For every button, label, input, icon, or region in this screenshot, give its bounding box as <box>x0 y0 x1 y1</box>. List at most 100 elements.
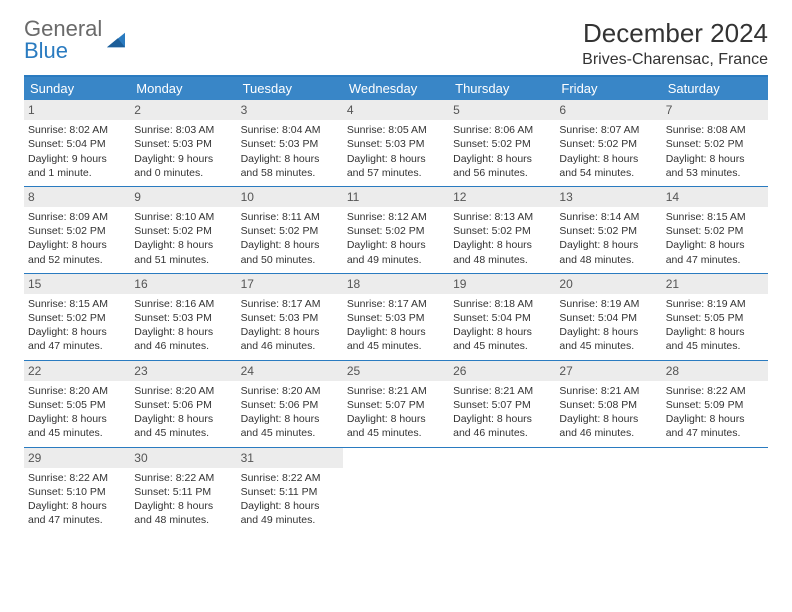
dayname: Thursday <box>449 77 555 100</box>
dayname: Saturday <box>662 77 768 100</box>
sunset-text: Sunset: 5:03 PM <box>347 311 445 325</box>
sunset-text: Sunset: 5:10 PM <box>28 485 126 499</box>
daylight-text: Daylight: 8 hours <box>28 499 126 513</box>
day-number: 1 <box>24 100 130 120</box>
sunrise-text: Sunrise: 8:09 AM <box>28 210 126 224</box>
sunset-text: Sunset: 5:09 PM <box>666 398 764 412</box>
day-number: 13 <box>555 187 661 207</box>
daylight-text: and 47 minutes. <box>28 339 126 353</box>
day-cell <box>343 448 449 534</box>
daylight-text: Daylight: 8 hours <box>134 325 232 339</box>
day-cell: 29Sunrise: 8:22 AMSunset: 5:10 PMDayligh… <box>24 448 130 534</box>
day-cell: 24Sunrise: 8:20 AMSunset: 5:06 PMDayligh… <box>237 361 343 447</box>
sunset-text: Sunset: 5:08 PM <box>559 398 657 412</box>
daylight-text: and 47 minutes. <box>666 253 764 267</box>
day-number: 2 <box>130 100 236 120</box>
day-number: 7 <box>662 100 768 120</box>
day-number: 24 <box>237 361 343 381</box>
day-cell: 8Sunrise: 8:09 AMSunset: 5:02 PMDaylight… <box>24 187 130 273</box>
day-cell: 26Sunrise: 8:21 AMSunset: 5:07 PMDayligh… <box>449 361 555 447</box>
sunrise-text: Sunrise: 8:10 AM <box>134 210 232 224</box>
day-number: 28 <box>662 361 768 381</box>
sunset-text: Sunset: 5:03 PM <box>241 311 339 325</box>
day-cell: 7Sunrise: 8:08 AMSunset: 5:02 PMDaylight… <box>662 100 768 186</box>
day-cell: 15Sunrise: 8:15 AMSunset: 5:02 PMDayligh… <box>24 274 130 360</box>
week-row: 8Sunrise: 8:09 AMSunset: 5:02 PMDaylight… <box>24 187 768 274</box>
day-cell: 22Sunrise: 8:20 AMSunset: 5:05 PMDayligh… <box>24 361 130 447</box>
sunrise-text: Sunrise: 8:20 AM <box>134 384 232 398</box>
daylight-text: and 48 minutes. <box>453 253 551 267</box>
daylight-text: Daylight: 8 hours <box>559 238 657 252</box>
day-cell: 21Sunrise: 8:19 AMSunset: 5:05 PMDayligh… <box>662 274 768 360</box>
sunset-text: Sunset: 5:02 PM <box>453 224 551 238</box>
sunset-text: Sunset: 5:02 PM <box>666 137 764 151</box>
brand-blue: Blue <box>24 38 68 63</box>
sunset-text: Sunset: 5:02 PM <box>559 137 657 151</box>
sunrise-text: Sunrise: 8:07 AM <box>559 123 657 137</box>
sunrise-text: Sunrise: 8:18 AM <box>453 297 551 311</box>
sunrise-text: Sunrise: 8:05 AM <box>347 123 445 137</box>
day-cell: 30Sunrise: 8:22 AMSunset: 5:11 PMDayligh… <box>130 448 236 534</box>
sunrise-text: Sunrise: 8:12 AM <box>347 210 445 224</box>
day-cell: 19Sunrise: 8:18 AMSunset: 5:04 PMDayligh… <box>449 274 555 360</box>
daylight-text: Daylight: 8 hours <box>453 412 551 426</box>
sunset-text: Sunset: 5:02 PM <box>666 224 764 238</box>
day-cell: 17Sunrise: 8:17 AMSunset: 5:03 PMDayligh… <box>237 274 343 360</box>
sunrise-text: Sunrise: 8:04 AM <box>241 123 339 137</box>
daylight-text: and 57 minutes. <box>347 166 445 180</box>
sunset-text: Sunset: 5:03 PM <box>241 137 339 151</box>
daylight-text: Daylight: 8 hours <box>666 412 764 426</box>
dayname: Friday <box>555 77 661 100</box>
sunrise-text: Sunrise: 8:20 AM <box>28 384 126 398</box>
sunrise-text: Sunrise: 8:02 AM <box>28 123 126 137</box>
sunrise-text: Sunrise: 8:03 AM <box>134 123 232 137</box>
sunrise-text: Sunrise: 8:16 AM <box>134 297 232 311</box>
daylight-text: and 49 minutes. <box>347 253 445 267</box>
daylight-text: Daylight: 8 hours <box>28 412 126 426</box>
sunrise-text: Sunrise: 8:19 AM <box>666 297 764 311</box>
sunrise-text: Sunrise: 8:15 AM <box>28 297 126 311</box>
daylight-text: and 45 minutes. <box>28 426 126 440</box>
daylight-text: Daylight: 8 hours <box>666 152 764 166</box>
daylight-text: and 53 minutes. <box>666 166 764 180</box>
day-number: 15 <box>24 274 130 294</box>
sunset-text: Sunset: 5:03 PM <box>134 137 232 151</box>
day-cell: 4Sunrise: 8:05 AMSunset: 5:03 PMDaylight… <box>343 100 449 186</box>
day-cell: 13Sunrise: 8:14 AMSunset: 5:02 PMDayligh… <box>555 187 661 273</box>
sunset-text: Sunset: 5:05 PM <box>28 398 126 412</box>
day-number: 26 <box>449 361 555 381</box>
daylight-text: Daylight: 8 hours <box>241 238 339 252</box>
sunrise-text: Sunrise: 8:22 AM <box>134 471 232 485</box>
daylight-text: and 45 minutes. <box>453 339 551 353</box>
daylight-text: Daylight: 8 hours <box>453 152 551 166</box>
daylight-text: Daylight: 8 hours <box>134 238 232 252</box>
sunrise-text: Sunrise: 8:22 AM <box>241 471 339 485</box>
daylight-text: and 47 minutes. <box>666 426 764 440</box>
sail-icon <box>105 31 127 49</box>
sunset-text: Sunset: 5:02 PM <box>559 224 657 238</box>
day-cell: 6Sunrise: 8:07 AMSunset: 5:02 PMDaylight… <box>555 100 661 186</box>
day-cell: 25Sunrise: 8:21 AMSunset: 5:07 PMDayligh… <box>343 361 449 447</box>
dayname: Tuesday <box>237 77 343 100</box>
daylight-text: and 46 minutes. <box>453 426 551 440</box>
location: Brives-Charensac, France <box>582 51 768 69</box>
day-cell: 27Sunrise: 8:21 AMSunset: 5:08 PMDayligh… <box>555 361 661 447</box>
day-number: 25 <box>343 361 449 381</box>
daylight-text: and 45 minutes. <box>559 339 657 353</box>
daylight-text: Daylight: 8 hours <box>666 325 764 339</box>
day-cell: 28Sunrise: 8:22 AMSunset: 5:09 PMDayligh… <box>662 361 768 447</box>
sunset-text: Sunset: 5:04 PM <box>559 311 657 325</box>
daylight-text: and 45 minutes. <box>134 426 232 440</box>
daylight-text: Daylight: 8 hours <box>347 325 445 339</box>
day-cell: 16Sunrise: 8:16 AMSunset: 5:03 PMDayligh… <box>130 274 236 360</box>
daylight-text: and 51 minutes. <box>134 253 232 267</box>
daylight-text: and 45 minutes. <box>347 426 445 440</box>
day-cell: 5Sunrise: 8:06 AMSunset: 5:02 PMDaylight… <box>449 100 555 186</box>
day-cell <box>662 448 768 534</box>
sunset-text: Sunset: 5:02 PM <box>241 224 339 238</box>
daylight-text: and 56 minutes. <box>453 166 551 180</box>
daylight-text: and 45 minutes. <box>666 339 764 353</box>
day-number: 4 <box>343 100 449 120</box>
day-cell: 9Sunrise: 8:10 AMSunset: 5:02 PMDaylight… <box>130 187 236 273</box>
sunset-text: Sunset: 5:11 PM <box>134 485 232 499</box>
